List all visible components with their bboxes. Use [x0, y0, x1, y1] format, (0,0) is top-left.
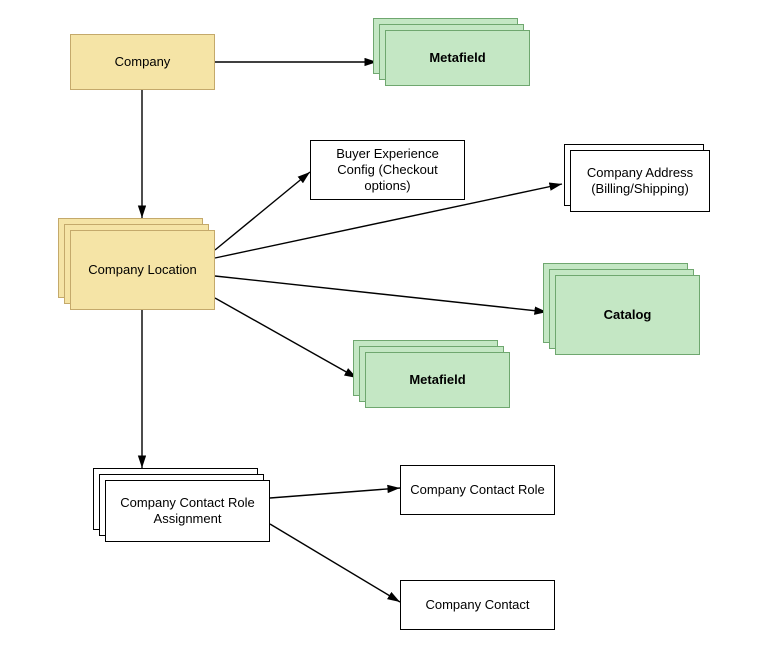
node-cc_role: Company Contact Role — [400, 465, 555, 515]
edge-2 — [215, 172, 310, 250]
node-label: Company Address (Billing/Shipping) — [577, 165, 703, 198]
node-label: Buyer Experience Config (Checkout option… — [317, 146, 458, 195]
node-catalog: Catalog — [555, 275, 700, 355]
diagram-canvas: Company Metafield Buyer Experience Config … — [0, 0, 770, 660]
node-label: Company Location — [88, 262, 196, 278]
node-label: Company Contact Role — [410, 482, 544, 498]
node-metafield_mid: Metafield — [365, 352, 510, 408]
edge-8 — [270, 524, 400, 602]
node-label: Company Contact — [425, 597, 529, 613]
node-label: Company Contact Role Assignment — [112, 495, 263, 528]
node-metafield_top: Metafield — [385, 30, 530, 86]
node-company_location: Company Location — [70, 230, 215, 310]
node-company_address: Company Address (Billing/Shipping) — [570, 150, 710, 212]
node-company: Company — [70, 34, 215, 90]
edge-5 — [215, 298, 357, 378]
node-ccra: Company Contact Role Assignment — [105, 480, 270, 542]
node-buyer_exp: Buyer Experience Config (Checkout option… — [310, 140, 465, 200]
node-label: Company — [115, 54, 171, 70]
node-label: Metafield — [429, 50, 485, 66]
node-label: Metafield — [409, 372, 465, 388]
node-cc: Company Contact — [400, 580, 555, 630]
edge-4 — [215, 276, 547, 312]
edge-7 — [270, 488, 400, 498]
node-label: Catalog — [604, 307, 652, 323]
